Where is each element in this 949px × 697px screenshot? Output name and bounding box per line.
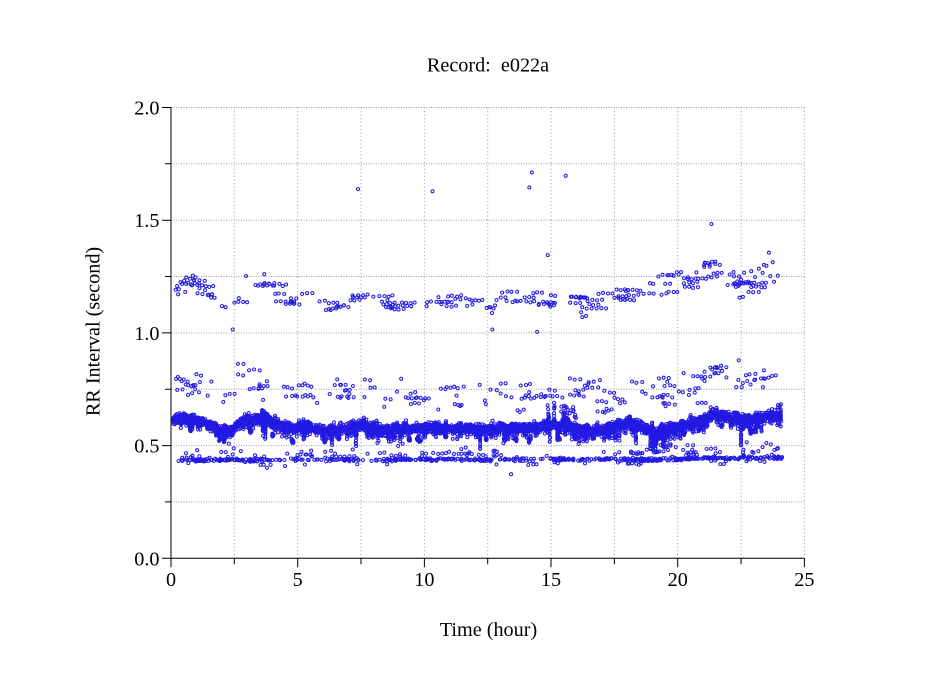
svg-text:0: 0 [166,569,176,591]
svg-text:25: 25 [794,569,814,591]
svg-text:Record: e022a: Record: e022a [427,55,549,77]
svg-text:1.5: 1.5 [134,210,159,232]
svg-text:5: 5 [293,569,303,591]
svg-text:0.5: 0.5 [134,436,159,458]
svg-text:1.0: 1.0 [134,323,159,345]
svg-text:0.0: 0.0 [134,548,159,570]
svg-text:2.0: 2.0 [134,98,159,120]
svg-text:Time (hour): Time (hour) [440,619,537,641]
svg-text:15: 15 [541,569,561,591]
svg-text:10: 10 [414,569,434,591]
svg-text:RR Interval (second): RR Interval (second) [83,247,105,416]
svg-text:20: 20 [668,569,688,591]
